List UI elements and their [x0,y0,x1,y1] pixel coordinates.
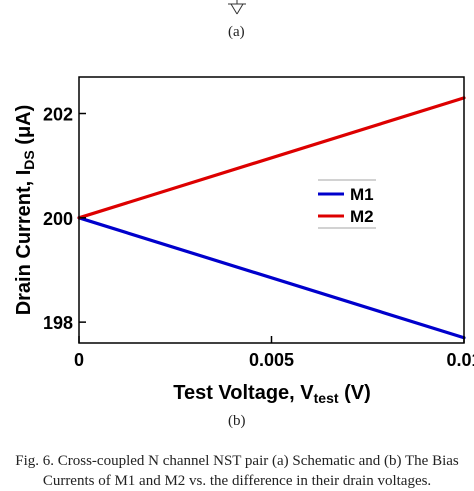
series-line-m2 [77,96,466,220]
figure-caption: Fig. 6. Cross-coupled N channel NST pair… [0,451,474,491]
y-axis-label: Drain Current, IDS (μA) [13,105,37,316]
caption-line-1: Fig. 6. Cross-coupled N channel NST pair… [15,453,459,469]
y-tick-label: 200 [43,209,73,229]
legend-label-m1: M1 [350,185,374,204]
subfigure-label-a: (a) [228,24,245,40]
x-tick-label: 0 [74,350,84,370]
y-tick-label: 198 [43,313,73,333]
series-line-m1 [77,216,466,340]
x-tick-label: 0.01 [446,350,474,370]
subfigure-label-b: (b) [228,413,246,429]
legend-label-m2: M2 [350,207,374,226]
plot-layer [77,96,466,340]
ground-symbol-icon [228,0,246,15]
axis-layer: 0 0.005 0.01 198 200 202 [43,76,474,370]
drain-current-chart: 0 0.005 0.01 198 200 202 Drain Current, IDS (… [13,76,474,406]
y-tick-label: 202 [43,105,73,125]
x-tick-label: 0.005 [249,350,294,370]
x-axis-label: Test Voltage, Vtest (V) [173,382,371,406]
caption-line-2: Currents of M1 and M2 vs. the difference… [42,473,432,489]
